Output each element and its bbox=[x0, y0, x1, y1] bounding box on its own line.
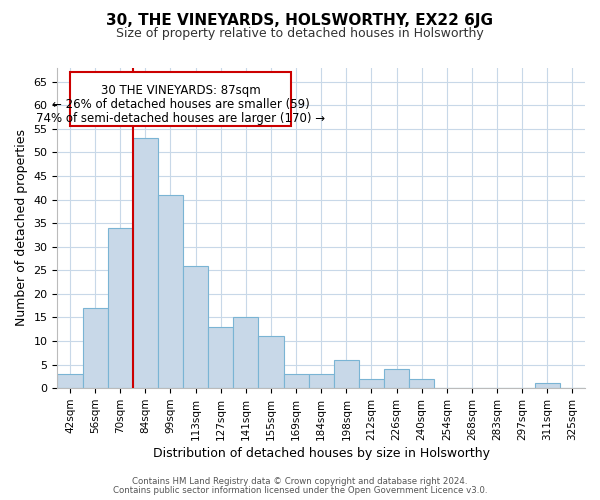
Bar bbox=[359, 379, 384, 388]
Bar bbox=[259, 336, 284, 388]
Y-axis label: Number of detached properties: Number of detached properties bbox=[15, 130, 28, 326]
Bar bbox=[233, 318, 259, 388]
Bar bbox=[384, 370, 409, 388]
Bar bbox=[107, 228, 133, 388]
Bar bbox=[133, 138, 158, 388]
Bar bbox=[409, 379, 434, 388]
Text: 74% of semi-detached houses are larger (170) →: 74% of semi-detached houses are larger (… bbox=[36, 112, 325, 126]
Text: 30 THE VINEYARDS: 87sqm: 30 THE VINEYARDS: 87sqm bbox=[101, 84, 260, 97]
Bar bbox=[158, 195, 183, 388]
Text: Size of property relative to detached houses in Holsworthy: Size of property relative to detached ho… bbox=[116, 28, 484, 40]
Bar bbox=[183, 266, 208, 388]
Text: 30, THE VINEYARDS, HOLSWORTHY, EX22 6JG: 30, THE VINEYARDS, HOLSWORTHY, EX22 6JG bbox=[107, 12, 493, 28]
Text: Contains public sector information licensed under the Open Government Licence v3: Contains public sector information licen… bbox=[113, 486, 487, 495]
Bar bbox=[208, 327, 233, 388]
Bar bbox=[334, 360, 359, 388]
Bar bbox=[83, 308, 107, 388]
Text: ← 26% of detached houses are smaller (59): ← 26% of detached houses are smaller (59… bbox=[52, 98, 310, 111]
X-axis label: Distribution of detached houses by size in Holsworthy: Distribution of detached houses by size … bbox=[153, 447, 490, 460]
FancyBboxPatch shape bbox=[70, 72, 291, 126]
Bar bbox=[308, 374, 334, 388]
Bar bbox=[535, 384, 560, 388]
Bar bbox=[58, 374, 83, 388]
Bar bbox=[284, 374, 308, 388]
Text: Contains HM Land Registry data © Crown copyright and database right 2024.: Contains HM Land Registry data © Crown c… bbox=[132, 477, 468, 486]
